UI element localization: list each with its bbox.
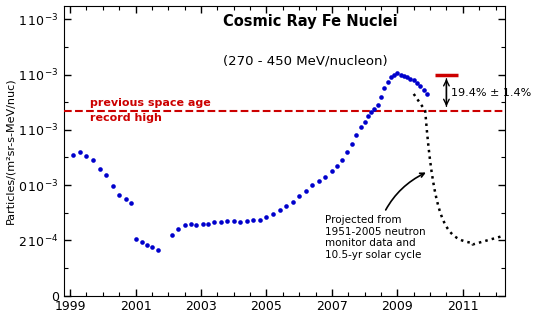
Point <box>352 133 361 138</box>
Text: Cosmic Ray Fe Nuclei: Cosmic Ray Fe Nuclei <box>222 14 397 29</box>
Point <box>154 248 163 253</box>
Text: 19.4% ± 1.4%: 19.4% ± 1.4% <box>451 87 531 98</box>
Point <box>393 71 402 76</box>
Point <box>262 214 271 219</box>
Point <box>95 166 104 171</box>
Point <box>255 217 264 222</box>
Point <box>301 188 310 193</box>
Point <box>82 153 91 159</box>
Point <box>89 158 97 163</box>
Point <box>360 119 369 124</box>
Point <box>187 221 195 226</box>
Point <box>115 192 124 197</box>
Point <box>217 220 225 225</box>
Point <box>138 239 146 244</box>
Y-axis label: Particles/(m²sr-s-MeV/nuc): Particles/(m²sr-s-MeV/nuc) <box>5 77 16 224</box>
Point <box>131 236 140 241</box>
Text: Projected from
1951-2005 neutron
monitor data and
10.5-yr solar cycle: Projected from 1951-2005 neutron monitor… <box>325 173 426 260</box>
Point <box>422 91 431 96</box>
Point <box>76 149 84 154</box>
Text: previous space age: previous space age <box>90 98 211 108</box>
Point <box>174 227 183 232</box>
Point <box>236 220 245 225</box>
Point <box>122 197 130 202</box>
Point <box>413 80 421 85</box>
Point <box>409 78 418 83</box>
Point <box>338 158 346 163</box>
Point <box>167 232 176 237</box>
Point <box>147 245 156 250</box>
Point <box>249 217 258 222</box>
Point <box>387 75 395 80</box>
Point <box>192 223 200 228</box>
Point <box>416 83 424 88</box>
Point <box>275 207 284 212</box>
Point <box>367 109 375 115</box>
Text: (270 - 450 MeV/nucleon): (270 - 450 MeV/nucleon) <box>222 55 387 68</box>
Point <box>400 73 408 78</box>
Point <box>223 219 232 224</box>
Point <box>314 178 323 183</box>
Point <box>198 221 207 226</box>
Point <box>396 72 405 77</box>
Point <box>180 223 189 228</box>
Point <box>109 184 117 189</box>
Point <box>210 220 218 225</box>
Point <box>347 141 356 146</box>
Point <box>357 124 366 130</box>
Point <box>363 114 372 119</box>
Point <box>419 87 428 93</box>
Point <box>403 75 411 80</box>
Point <box>102 173 110 178</box>
Point <box>143 243 151 248</box>
Point <box>230 219 238 224</box>
Point <box>373 102 382 108</box>
Point <box>295 194 303 199</box>
Point <box>370 107 379 112</box>
Point <box>269 211 278 217</box>
Point <box>288 199 297 204</box>
Point <box>377 94 386 99</box>
Point <box>203 221 212 226</box>
Point <box>282 203 291 208</box>
Point <box>69 152 78 157</box>
Point <box>342 149 351 154</box>
Point <box>308 182 316 188</box>
Point <box>242 219 251 224</box>
Point <box>321 174 329 179</box>
Text: record high: record high <box>90 113 161 123</box>
Point <box>406 76 415 81</box>
Point <box>383 79 392 84</box>
Point <box>333 163 341 168</box>
Point <box>390 72 399 77</box>
Point <box>126 201 135 206</box>
Point <box>328 169 336 174</box>
Point <box>380 86 389 91</box>
